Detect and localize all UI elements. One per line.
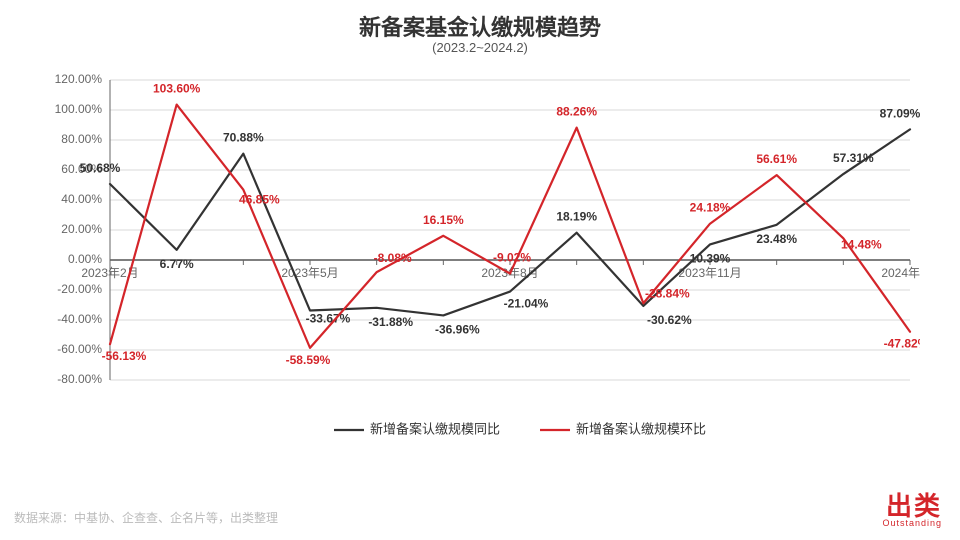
legend-label: 新增备案认缴规模同比 <box>370 421 500 436</box>
y-tick-label: 120.00% <box>55 72 103 86</box>
data-label: 87.09% <box>880 106 920 120</box>
data-label: -33.67% <box>306 312 351 326</box>
legend-label: 新增备案认缴规模环比 <box>576 421 706 436</box>
x-tick-label: 2023年11月 <box>678 266 741 280</box>
data-label: -31.88% <box>368 315 413 329</box>
data-label: 56.61% <box>756 152 797 166</box>
line-chart: -80.00% -60.00% -40.00% -20.00% 0.00% 20.00% 4… <box>40 70 920 470</box>
data-label: 10.39% <box>690 251 731 265</box>
brand-logo-cn: 出类 <box>882 493 942 519</box>
x-tick-label: 2023年5月 <box>281 266 338 280</box>
data-label: -36.96% <box>435 322 480 336</box>
y-tick-label: -60.00% <box>57 342 102 356</box>
brand-logo: 出类 Outstanding <box>882 493 942 528</box>
y-tick-label: 40.00% <box>61 192 102 206</box>
data-label: 6.77% <box>160 257 194 271</box>
data-label: 50.68% <box>80 161 121 175</box>
chart-title: 新备案基金认缴规模趋势 <box>0 10 960 42</box>
y-tick-label: 0.00% <box>68 252 102 266</box>
data-label: 24.18% <box>690 201 731 215</box>
data-label: -56.13% <box>102 349 147 363</box>
data-label: -28.84% <box>645 286 690 300</box>
data-label: -21.04% <box>504 297 549 311</box>
data-label: -9.02% <box>493 251 531 265</box>
data-label: 23.48% <box>756 232 797 246</box>
y-tick-label: -40.00% <box>57 312 102 326</box>
data-label: -8.08% <box>374 251 412 265</box>
y-tick-label: 100.00% <box>55 102 103 116</box>
data-label: -47.82% <box>884 337 920 351</box>
y-tick-label: 20.00% <box>61 222 102 236</box>
chart-subtitle: (2023.2~2024.2) <box>0 40 960 55</box>
y-tick-label: -80.00% <box>57 372 102 386</box>
data-label: 70.88% <box>223 131 264 145</box>
data-label: 18.19% <box>556 210 597 224</box>
y-tick-label: 80.00% <box>61 132 102 146</box>
y-tick-label: -20.00% <box>57 282 102 296</box>
data-label: -58.59% <box>286 353 331 367</box>
data-label: 103.60% <box>153 82 201 96</box>
data-label: 16.15% <box>423 213 464 227</box>
data-label: 14.48% <box>841 237 882 251</box>
data-label: 57.31% <box>833 151 874 165</box>
x-tick-label: 2024年2月 <box>881 266 920 280</box>
source-note: 数据来源：中基协、企查查、企名片等，出类整理 <box>14 509 278 526</box>
data-label: 88.26% <box>556 105 597 119</box>
brand-logo-en: Outstanding <box>882 519 942 528</box>
data-label: 46.85% <box>239 193 280 207</box>
data-label: -30.62% <box>647 313 692 327</box>
